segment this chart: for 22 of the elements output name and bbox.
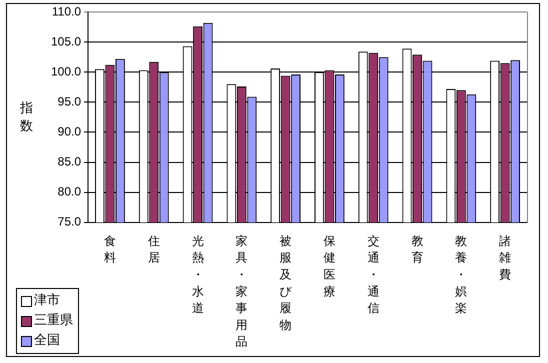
x-tick-label: 教育: [411, 234, 424, 265]
x-tick-label: 住居: [146, 234, 160, 265]
text: 津市: [34, 292, 60, 310]
y-axis-title: 指数: [20, 100, 33, 136]
x-tick-label: 教養・娯楽: [455, 234, 468, 316]
x-tick-label: 食料: [104, 234, 116, 265]
y-tick-label: 100.0: [51, 64, 82, 78]
x-tick-label: 家具・家事用品: [236, 234, 248, 349]
y-tick-label: 110.0: [52, 4, 82, 18]
x-tick-label: 光熱・水道: [192, 234, 204, 316]
legend-label: 三重県: [34, 312, 73, 330]
y-tick-label: 85.0: [58, 154, 82, 169]
y-tick-label: 105.0: [51, 34, 82, 48]
x-tick-label: 交通・通信: [367, 234, 380, 316]
x-tick-label: 保健医療: [323, 234, 336, 298]
legend-label: 全国: [34, 332, 60, 350]
x-tick-label: 被服及び履物: [280, 234, 293, 332]
y-tick-label: 90.0: [58, 124, 82, 139]
x-tick-label: 諸雑費: [499, 234, 512, 282]
y-tick-label: 95.0: [58, 94, 82, 108]
y-tick-label: 80.0: [58, 184, 82, 199]
y-tick-label: 75.0: [58, 214, 82, 229]
